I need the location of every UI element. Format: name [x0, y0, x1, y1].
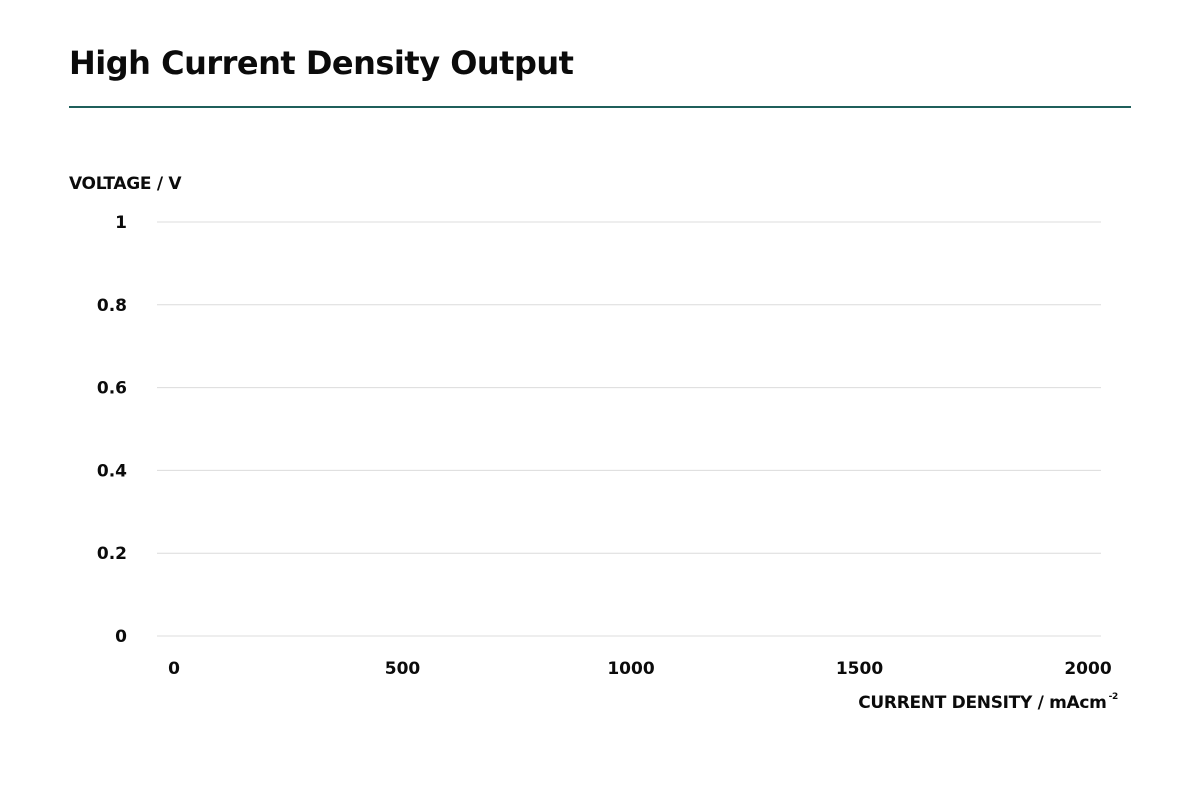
- y-tick-label: 0.2: [97, 544, 127, 564]
- x-tick-labels: 0 500 1000 1500 2000: [168, 659, 1112, 679]
- x-tick-label: 1000: [607, 659, 654, 679]
- y-tick-label: 0.6: [97, 379, 127, 399]
- y-tick-label: 1: [115, 213, 127, 233]
- x-axis-label-text: CURRENT DENSITY / mAcm: [858, 693, 1107, 713]
- y-tick-labels: 0 0.2 0.4 0.6 0.8 1: [97, 213, 127, 647]
- x-tick-label: 2000: [1064, 659, 1111, 679]
- x-axis-label: CURRENT DENSITY / mAcm -2: [858, 692, 1119, 713]
- page-title: High Current Density Output: [69, 44, 574, 82]
- grid-lines: [157, 221, 1101, 637]
- x-tick-label: 0: [168, 659, 180, 679]
- y-axis-label: VOLTAGE / V: [69, 174, 182, 194]
- title-divider: [69, 106, 1131, 108]
- y-tick-label: 0: [115, 627, 127, 647]
- x-tick-label: 1500: [836, 659, 883, 679]
- x-axis-label-superscript: -2: [1108, 692, 1119, 702]
- y-tick-label: 0.4: [97, 461, 127, 481]
- y-tick-label: 0.8: [97, 296, 127, 316]
- x-tick-label: 500: [385, 659, 421, 679]
